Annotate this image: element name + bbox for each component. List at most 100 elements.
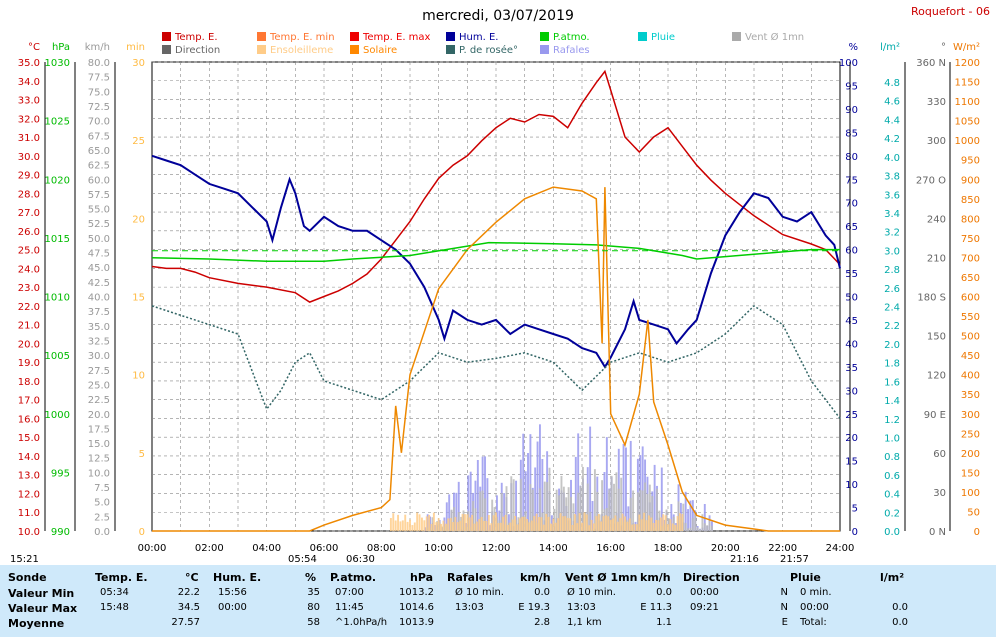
bar-ensoleilleme (662, 514, 665, 531)
y-tick-humidity: 95 (845, 81, 858, 92)
bar-ensoleilleme (444, 523, 447, 531)
bar-ventmn (703, 523, 706, 531)
legend-swatch (540, 32, 549, 41)
bar-ventmn (443, 526, 446, 531)
bar-ventmn (646, 493, 649, 531)
bar-ensoleilleme (561, 516, 564, 531)
bar-ventmn (613, 483, 615, 531)
bar-ventmn (615, 472, 618, 531)
x-tick-label: 20:00 (711, 543, 740, 554)
bar-ensoleilleme (635, 524, 638, 531)
bar-ensoleilleme (628, 518, 631, 531)
bar-ventmn (519, 478, 522, 531)
table-cell-value: N (780, 602, 788, 613)
table-row-label: Moyenne (8, 617, 65, 630)
bar-ventmn (505, 486, 508, 531)
bar-ensoleilleme (650, 517, 653, 531)
table-cell-value: 1.1 (656, 617, 672, 628)
y-tick-wind: 30.0 (88, 351, 110, 362)
y-tick-humidity: 55 (845, 269, 858, 280)
bar-ventmn (641, 490, 644, 531)
y-tick-temp: 34.0 (18, 77, 40, 88)
bar-rafales (476, 459, 479, 531)
y-tick-pressure: 1025 (45, 117, 70, 128)
legend-swatch (257, 32, 266, 41)
legend-label: Rafales (553, 45, 590, 56)
bar-rafales (467, 475, 470, 531)
y-tick-minutes: 5 (139, 449, 145, 460)
bar-ensoleilleme (590, 519, 593, 531)
bar-ensoleilleme (473, 523, 476, 531)
bar-ensoleilleme (664, 515, 667, 531)
table-cell-time: 13:03 (567, 602, 596, 613)
y-tick-humidity: 40 (845, 339, 858, 350)
y-tick-humidity: 45 (845, 316, 858, 327)
table-header: Direction (683, 571, 740, 584)
table-cell-value: N (780, 587, 788, 598)
table-header: l/m² (880, 571, 905, 584)
series-tempe (151, 69, 841, 303)
y-tick-wind: 25.0 (88, 380, 110, 391)
y-tick-minutes: 20 (132, 214, 145, 225)
y-tick-solar: 650 (961, 273, 980, 284)
table-cell-time: 15:48 (100, 602, 129, 613)
y-tick-solar: 400 (961, 371, 980, 382)
bar-ventmn (531, 489, 534, 531)
bar-ensoleilleme (614, 515, 617, 531)
bar-ventmn (687, 528, 690, 531)
y-tick-temp: 14.0 (18, 452, 40, 463)
table-cell-value: 0.0 (656, 587, 672, 598)
legend-swatch (446, 32, 455, 41)
bar-rafales (455, 492, 458, 531)
bar-ensoleilleme (406, 521, 409, 531)
y-tick-rain: 3.0 (884, 246, 900, 257)
bar-ensoleilleme (564, 516, 567, 531)
bar-ensoleilleme (547, 516, 550, 531)
series-pderose (151, 304, 841, 419)
y-tick-wind: 37.5 (88, 307, 110, 318)
axis-unit-wind: km/h (85, 42, 110, 53)
legend-swatch (162, 32, 171, 41)
y-tick-humidity: 75 (845, 175, 858, 186)
chart-grid (151, 61, 841, 532)
axis-unit-direction: ° (941, 42, 946, 53)
bar-ventmn (555, 489, 558, 531)
bar-ensoleilleme (480, 516, 483, 531)
y-tick-direction: 180 S (917, 293, 946, 304)
bar-ensoleilleme (597, 513, 600, 531)
bar-ensoleilleme (425, 516, 428, 531)
bar-ventmn (507, 522, 510, 531)
bar-ventmn (565, 497, 568, 531)
bar-ventmn (648, 484, 651, 531)
bar-ensoleilleme (676, 516, 679, 531)
table-header: % (305, 571, 317, 584)
y-tick-temp: 10.0 (18, 527, 40, 538)
station-name: Roquefort - 06 (911, 5, 990, 18)
bar-ventmn (684, 523, 687, 531)
y-tick-solar: 800 (961, 214, 980, 225)
bar-ensoleilleme (583, 512, 586, 531)
bar-ensoleilleme (485, 520, 488, 531)
bar-ensoleilleme (535, 513, 538, 531)
table-cell-value: 2.8 (534, 617, 550, 628)
bar-ensoleilleme (411, 525, 414, 531)
bar-ensoleilleme (492, 515, 495, 531)
bar-ensoleilleme (442, 520, 445, 531)
legend-label: Hum. E. (459, 32, 498, 43)
x-tick-label: 00:00 (138, 543, 167, 554)
bar-ensoleilleme (607, 516, 610, 531)
table-cell-value: 1013.2 (399, 587, 434, 598)
y-tick-solar: 1100 (955, 97, 980, 108)
y-tick-wind: 45.0 (88, 263, 110, 274)
bar-rafales (684, 491, 687, 531)
bar-ensoleilleme (432, 512, 435, 531)
bar-ensoleilleme (506, 524, 509, 531)
bar-ensoleilleme (471, 514, 474, 531)
bar-rafales (670, 504, 673, 531)
y-tick-rain: 3.8 (884, 172, 900, 183)
y-tick-wind: 27.5 (88, 366, 110, 377)
bar-ventmn (636, 492, 639, 531)
y-tick-humidity: 30 (845, 386, 858, 397)
y-tick-rain: 0.2 (884, 508, 900, 519)
bar-ventmn (567, 487, 570, 531)
